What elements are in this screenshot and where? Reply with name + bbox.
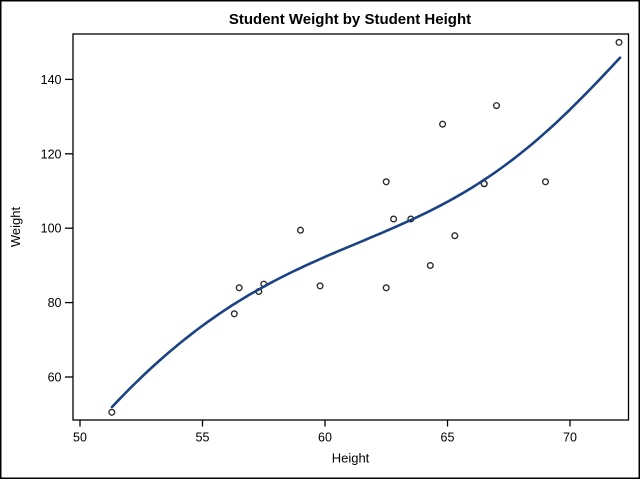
svg-text:65: 65 xyxy=(441,431,455,445)
svg-text:Weight: Weight xyxy=(8,207,23,248)
svg-text:Student Weight by Student Heig: Student Weight by Student Height xyxy=(229,11,471,28)
svg-text:60: 60 xyxy=(48,371,62,385)
svg-text:50: 50 xyxy=(73,431,87,445)
svg-text:120: 120 xyxy=(41,147,62,161)
svg-text:100: 100 xyxy=(41,222,62,236)
svg-text:60: 60 xyxy=(318,431,332,445)
svg-text:Height: Height xyxy=(332,451,370,466)
svg-text:80: 80 xyxy=(48,296,62,310)
svg-text:55: 55 xyxy=(196,431,210,445)
svg-text:140: 140 xyxy=(41,73,62,87)
svg-text:70: 70 xyxy=(563,431,577,445)
